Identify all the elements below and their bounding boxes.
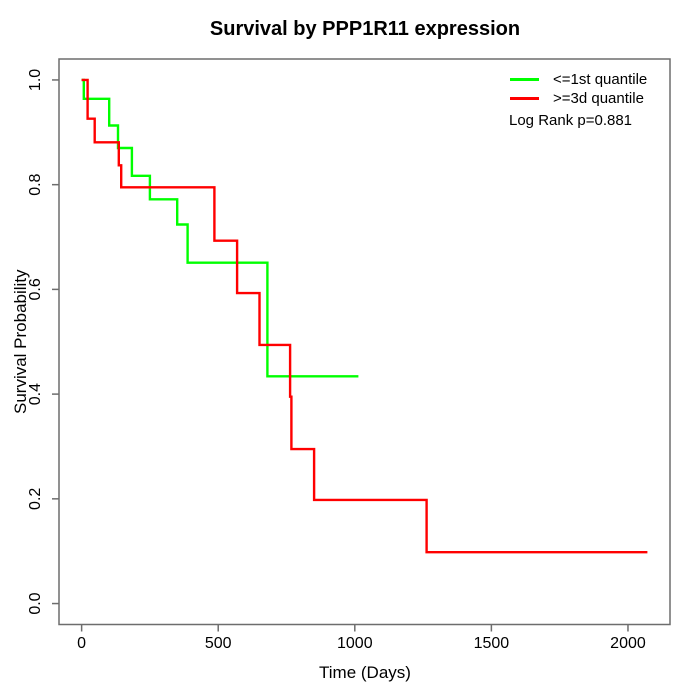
- y-tick-label: 1.0: [27, 69, 44, 91]
- legend: <=1st quantile >=3d quantile: [510, 70, 647, 108]
- legend-line-swatch-green: [510, 78, 539, 81]
- x-tick-label: 500: [205, 635, 232, 652]
- y-tick-label: 0.2: [27, 488, 44, 510]
- y-tick-label: 0.4: [27, 383, 44, 405]
- legend-item-first-quantile: <=1st quantile: [510, 70, 647, 89]
- y-tick-label: 0.6: [27, 278, 44, 300]
- legend-label-third-quantile: >=3d quantile: [553, 90, 644, 107]
- x-tick-label: 1000: [337, 635, 373, 652]
- y-tick-label: 0.0: [27, 592, 44, 614]
- legend-label-first-quantile: <=1st quantile: [553, 71, 648, 88]
- survival-curve-first-quantile: [81, 78, 359, 378]
- legend-item-third-quantile: >=3d quantile: [510, 89, 647, 108]
- y-tick-label: 0.8: [27, 173, 44, 195]
- x-tick-label: 1500: [474, 635, 510, 652]
- log-rank-annotation: Log Rank p=0.881: [509, 112, 633, 129]
- x-tick-label: 2000: [610, 635, 646, 652]
- x-tick-label: 0: [77, 635, 86, 652]
- plot-box: [58, 58, 671, 626]
- x-axis-label: Time (Days): [319, 663, 411, 682]
- legend-line-swatch-red: [510, 97, 539, 100]
- survival-curve-third-quantile: [81, 78, 648, 554]
- chart-title: Survival by PPP1R11 expression: [209, 18, 521, 40]
